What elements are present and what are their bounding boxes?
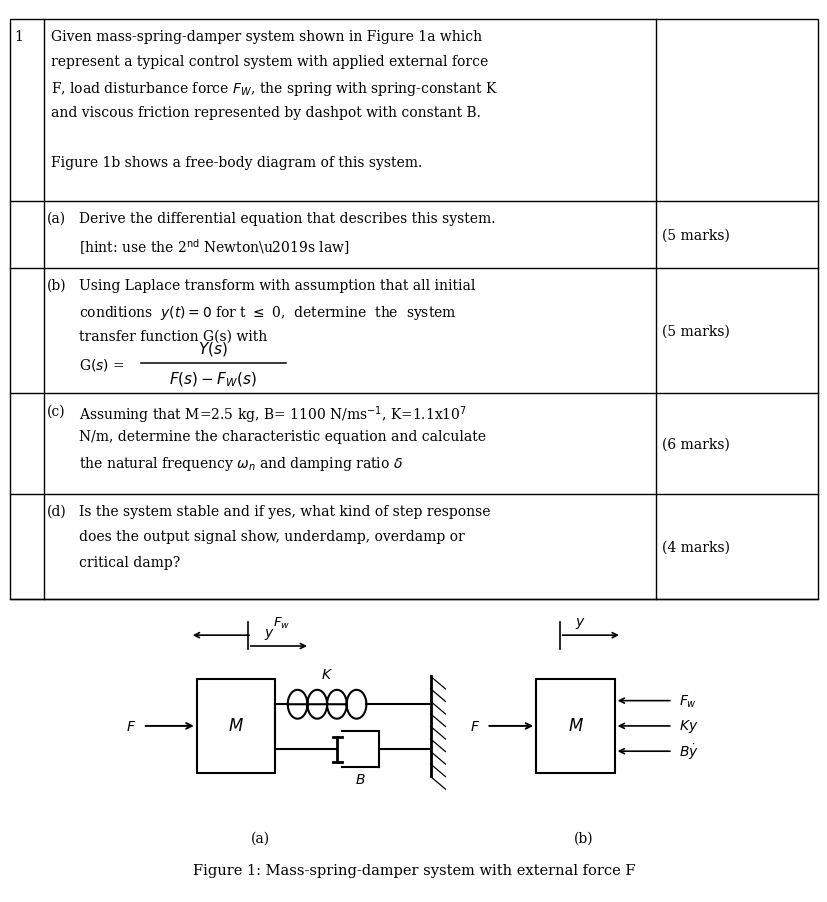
- Text: (5 marks): (5 marks): [662, 324, 729, 338]
- Bar: [10, 20, 817, 600]
- Text: G$(s)$ =: G$(s)$ =: [79, 357, 124, 373]
- Text: $F(s) - F_W(s)$: $F(s) - F_W(s)$: [170, 370, 256, 389]
- Text: $M$: $M$: [227, 718, 244, 734]
- Text: critical damp?: critical damp?: [79, 555, 179, 569]
- Text: (a): (a): [47, 212, 66, 226]
- Text: (4 marks): (4 marks): [662, 540, 729, 554]
- Text: Using Laplace transform with assumption that all initial: Using Laplace transform with assumption …: [79, 279, 475, 292]
- Text: (b): (b): [573, 831, 593, 845]
- Text: Figure 1b shows a free-body diagram of this system.: Figure 1b shows a free-body diagram of t…: [50, 156, 421, 170]
- Text: (c): (c): [47, 404, 65, 418]
- Text: $y$: $y$: [264, 626, 275, 640]
- Text: conditions  $y(t) = 0$ for t $\leq$ 0,  determine  the  system: conditions $y(t) = 0$ for t $\leq$ 0, de…: [79, 304, 456, 322]
- Text: the natural frequency $\omega_n$ and damping ratio $\delta$: the natural frequency $\omega_n$ and dam…: [79, 455, 402, 473]
- Text: [hint: use the 2$^\mathrm{nd}$ Newton\u2019s law]: [hint: use the 2$^\mathrm{nd}$ Newton\u2…: [79, 237, 349, 257]
- Text: $F_w$: $F_w$: [678, 693, 696, 709]
- Text: N/m, determine the characteristic equation and calculate: N/m, determine the characteristic equati…: [79, 429, 485, 443]
- Text: $K$: $K$: [321, 667, 332, 681]
- Bar: [536, 678, 614, 773]
- Text: $B\dot{y}$: $B\dot{y}$: [678, 741, 699, 761]
- Text: represent a typical control system with applied external force: represent a typical control system with …: [50, 55, 487, 69]
- Text: $Y(s)$: $Y(s)$: [198, 340, 227, 358]
- Bar: [197, 678, 275, 773]
- Text: $F$: $F$: [126, 719, 136, 733]
- Text: $B$: $B$: [355, 772, 365, 787]
- Text: (a): (a): [251, 831, 270, 845]
- Text: does the output signal show, underdamp, overdamp or: does the output signal show, underdamp, …: [79, 529, 464, 544]
- Text: F, load disturbance force $F_W$, the spring with spring-constant K: F, load disturbance force $F_W$, the spr…: [50, 80, 497, 98]
- Text: Given mass-spring-damper system shown in Figure 1a which: Given mass-spring-damper system shown in…: [50, 30, 481, 44]
- Text: Assuming that M=2.5 kg, B= 1100 N/ms$^{-1}$, K=1.1x10$^7$: Assuming that M=2.5 kg, B= 1100 N/ms$^{-…: [79, 404, 466, 426]
- Text: Is the system stable and if yes, what kind of step response: Is the system stable and if yes, what ki…: [79, 504, 490, 519]
- Text: Derive the differential equation that describes this system.: Derive the differential equation that de…: [79, 212, 495, 226]
- Text: $F_w$: $F_w$: [272, 615, 289, 630]
- Text: (5 marks): (5 marks): [662, 228, 729, 242]
- Text: and viscous friction represented by dashpot with constant B.: and viscous friction represented by dash…: [50, 106, 480, 120]
- Text: Figure 1: Mass-spring-damper system with external force F: Figure 1: Mass-spring-damper system with…: [193, 862, 634, 877]
- Text: transfer function G(s) with: transfer function G(s) with: [79, 329, 266, 343]
- Text: $F$: $F$: [469, 719, 479, 733]
- Text: (b): (b): [47, 279, 67, 292]
- Text: 1: 1: [14, 30, 23, 44]
- Text: (d): (d): [47, 504, 67, 519]
- Text: (6 marks): (6 marks): [662, 437, 729, 451]
- Text: $y$: $y$: [574, 615, 585, 630]
- Text: $M$: $M$: [566, 718, 583, 734]
- Text: $Ky$: $Ky$: [678, 718, 698, 734]
